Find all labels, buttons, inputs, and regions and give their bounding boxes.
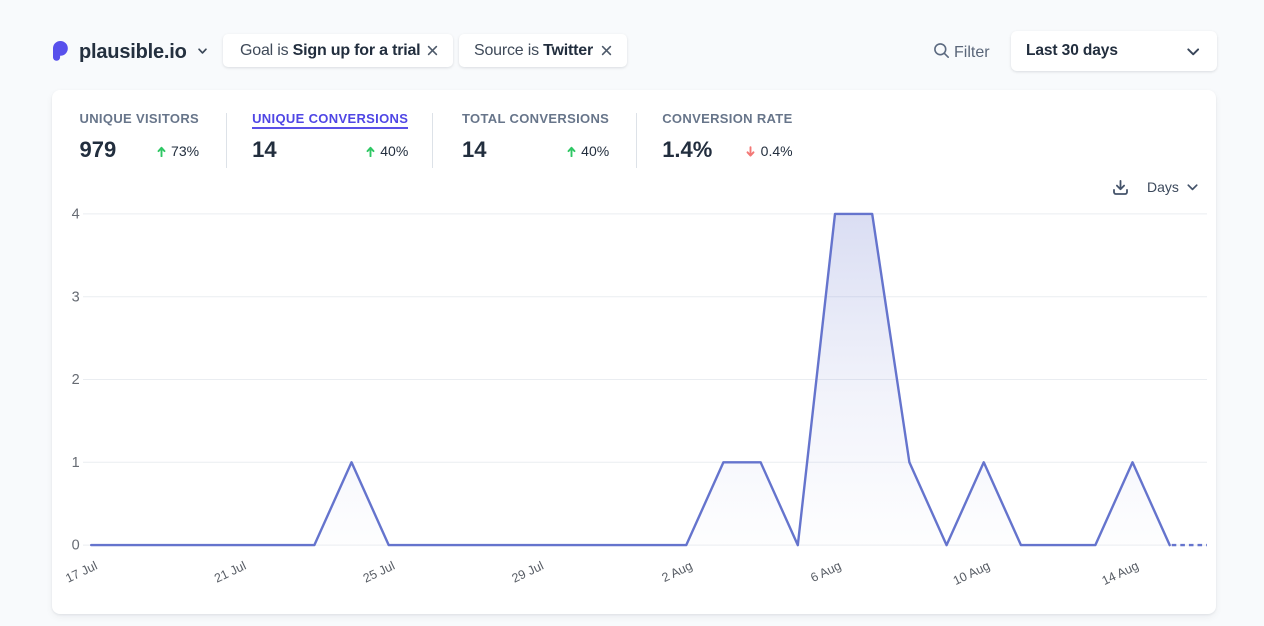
svg-text:14 Aug: 14 Aug bbox=[1100, 559, 1141, 588]
svg-text:0: 0 bbox=[72, 538, 80, 554]
svg-text:2: 2 bbox=[72, 372, 80, 388]
svg-text:1: 1 bbox=[72, 455, 80, 471]
svg-text:2 Aug: 2 Aug bbox=[660, 559, 695, 585]
svg-text:25 Jul: 25 Jul bbox=[361, 559, 397, 586]
svg-text:21 Jul: 21 Jul bbox=[212, 559, 248, 586]
svg-text:10 Aug: 10 Aug bbox=[951, 559, 992, 588]
svg-text:6 Aug: 6 Aug bbox=[808, 559, 843, 585]
svg-text:29 Jul: 29 Jul bbox=[510, 559, 546, 586]
svg-text:3: 3 bbox=[72, 289, 80, 305]
svg-text:4: 4 bbox=[72, 207, 80, 223]
svg-text:17 Jul: 17 Jul bbox=[63, 559, 99, 586]
